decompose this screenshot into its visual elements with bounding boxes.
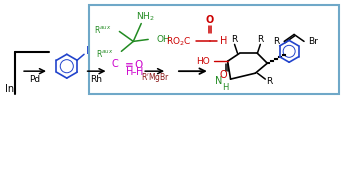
Text: $\equiv$O: $\equiv$O (122, 58, 145, 70)
Text: H: H (223, 83, 229, 91)
Text: R$'$MgBr: R$'$MgBr (141, 71, 170, 84)
Text: NH$_2$: NH$_2$ (136, 10, 155, 23)
Text: R: R (257, 35, 264, 44)
Text: R$^{aux}$: R$^{aux}$ (96, 48, 114, 59)
Text: RO$_2$C: RO$_2$C (166, 35, 192, 48)
Text: R: R (266, 77, 273, 86)
Text: Rh: Rh (90, 75, 102, 84)
Text: H: H (126, 67, 134, 77)
Text: R: R (273, 37, 279, 46)
Text: I: I (86, 46, 88, 56)
Text: C: C (112, 59, 118, 69)
Text: O: O (206, 15, 214, 25)
Text: H: H (136, 67, 144, 77)
Text: OH: OH (156, 35, 170, 44)
Text: R: R (231, 35, 238, 44)
Text: R$^{aux}$: R$^{aux}$ (94, 24, 111, 35)
Text: In: In (4, 84, 14, 94)
Text: N: N (215, 76, 223, 86)
Text: Pd: Pd (29, 75, 41, 84)
Bar (89, 5, 339, 94)
Text: H: H (220, 36, 227, 46)
Text: Br: Br (308, 37, 318, 46)
Text: O: O (220, 70, 227, 80)
Text: HO: HO (196, 57, 210, 66)
Text: –: – (131, 68, 136, 77)
